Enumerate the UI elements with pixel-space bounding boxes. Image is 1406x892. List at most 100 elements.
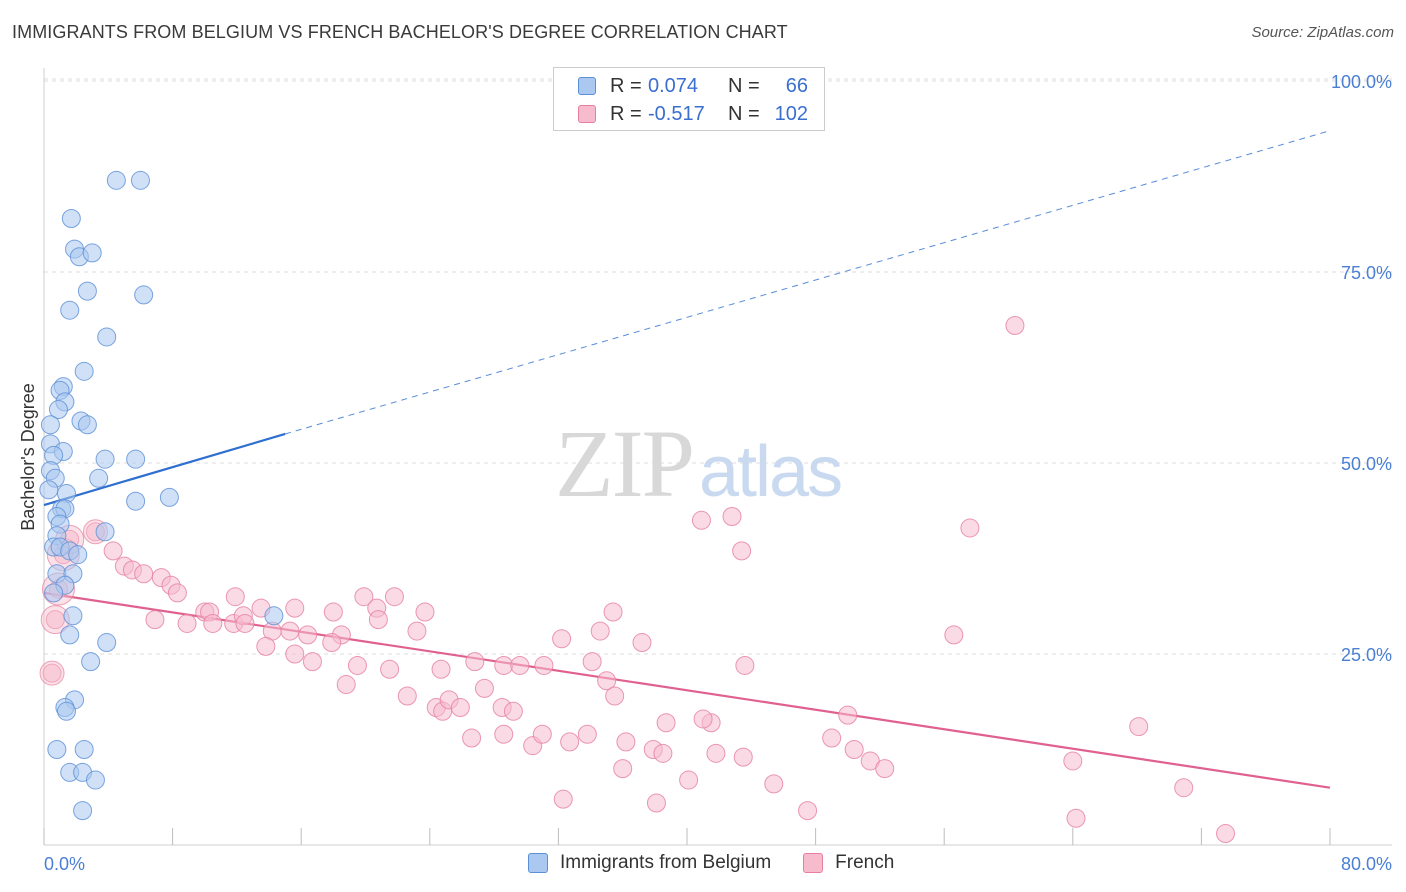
french-point: [613, 759, 633, 779]
belgium-point: [39, 480, 59, 500]
french-point: [733, 747, 753, 767]
belgium-point: [61, 209, 81, 229]
french-point: [590, 621, 610, 641]
legend-r-label: R =: [610, 102, 642, 125]
french-point: [431, 659, 451, 679]
belgium-point: [89, 468, 109, 488]
belgium-point: [82, 243, 102, 263]
french-point: [103, 541, 123, 561]
bottom-legend-swatch-blue: [528, 853, 548, 873]
french-point: [285, 644, 305, 664]
french-point: [1129, 717, 1149, 737]
french-point: [722, 506, 742, 526]
belgium-point: [44, 583, 64, 603]
belgium-point: [97, 327, 117, 347]
french-point: [322, 633, 342, 653]
french-point: [838, 705, 858, 725]
tick-labels: 25.0% 50.0% 75.0% 100.0% 0.0% 80.0%: [44, 72, 1392, 874]
french-point: [323, 602, 343, 622]
legend-swatch-blue: [578, 77, 596, 95]
french-point: [167, 583, 187, 603]
french-point: [1174, 778, 1194, 798]
bottom-legend-label: Immigrants from Belgium: [560, 852, 772, 873]
bottom-legend-french: French: [803, 852, 894, 874]
belgium-point: [159, 487, 179, 507]
belgium-point: [264, 606, 284, 626]
french-point: [532, 724, 552, 744]
legend-row-belgium: R = 0.074 N = 66: [578, 73, 808, 99]
french-point: [679, 770, 699, 790]
french-point: [336, 675, 356, 695]
belgium-points: [39, 170, 284, 821]
french-point: [553, 789, 573, 809]
legend-r-label: R =: [610, 74, 642, 97]
french-point: [735, 655, 755, 675]
french-point: [235, 613, 255, 633]
french-point: [646, 793, 666, 813]
belgium-point: [126, 491, 146, 511]
belgium-point: [60, 300, 80, 320]
belgium-point: [130, 170, 150, 190]
trend-line-extension: [284, 130, 1331, 435]
french-point: [302, 652, 322, 672]
belgium-point: [106, 170, 126, 190]
french-point: [1063, 751, 1083, 771]
trend-line-french: [43, 591, 1331, 789]
watermark-zip: ZIP: [555, 410, 695, 517]
legend-swatch-pink: [578, 105, 596, 123]
y-tick-label: 100.0%: [1331, 72, 1392, 92]
french-point: [225, 587, 245, 607]
french-point: [582, 652, 602, 672]
french-point: [552, 629, 572, 649]
french-point: [494, 724, 514, 744]
legend-n-value: 102: [774, 102, 808, 125]
legend-n-value: 66: [785, 74, 808, 97]
french-point: [134, 564, 154, 584]
french-point: [798, 801, 818, 821]
axes: [43, 68, 1392, 846]
watermark: ZIPatlas: [555, 408, 843, 519]
french-point: [875, 759, 895, 779]
bottom-legend-belgium: Immigrants from Belgium: [528, 852, 771, 874]
belgium-point: [74, 361, 94, 381]
belgium-point: [73, 801, 93, 821]
x-tick-label: 80.0%: [1341, 854, 1392, 874]
chart-source: Source: ZipAtlas.com: [1251, 24, 1394, 41]
belgium-point: [126, 449, 146, 469]
belgium-point: [74, 740, 94, 759]
french-point: [597, 671, 617, 691]
french-point: [691, 510, 711, 530]
french-point: [503, 701, 523, 721]
french-point: [534, 655, 554, 675]
y-tick-label: 75.0%: [1341, 263, 1392, 283]
french-point: [407, 621, 427, 641]
belgium-point: [81, 652, 101, 672]
belgium-point: [134, 285, 154, 305]
watermark-atlas: atlas: [699, 432, 843, 512]
french-point: [764, 774, 784, 794]
bottom-legend-swatch-pink: [803, 853, 824, 873]
french-point: [415, 602, 435, 622]
belgium-point: [77, 415, 97, 435]
french-point: [397, 686, 417, 706]
french-point: [632, 633, 652, 653]
chart-title: IMMIGRANTS FROM BELGIUM VS FRENCH BACHEL…: [12, 22, 788, 42]
belgium-point: [95, 522, 115, 542]
french-point: [653, 743, 673, 763]
french-point: [494, 655, 514, 675]
french-point: [732, 541, 752, 561]
french-point: [1216, 824, 1236, 844]
french-point: [280, 621, 300, 641]
belgium-point: [60, 625, 80, 645]
legend: R = 0.074 N = 66 R = -0.517 N = 102: [553, 67, 825, 131]
trend-lines: [43, 130, 1331, 789]
french-point: [42, 663, 62, 683]
french-point: [462, 728, 482, 748]
french-point: [145, 610, 165, 630]
french-point: [960, 518, 980, 538]
french-point: [203, 613, 223, 633]
french-points: [39, 315, 1236, 844]
french-point: [693, 709, 713, 729]
belgium-point: [48, 400, 68, 420]
legend-n-label: N =: [728, 74, 760, 97]
